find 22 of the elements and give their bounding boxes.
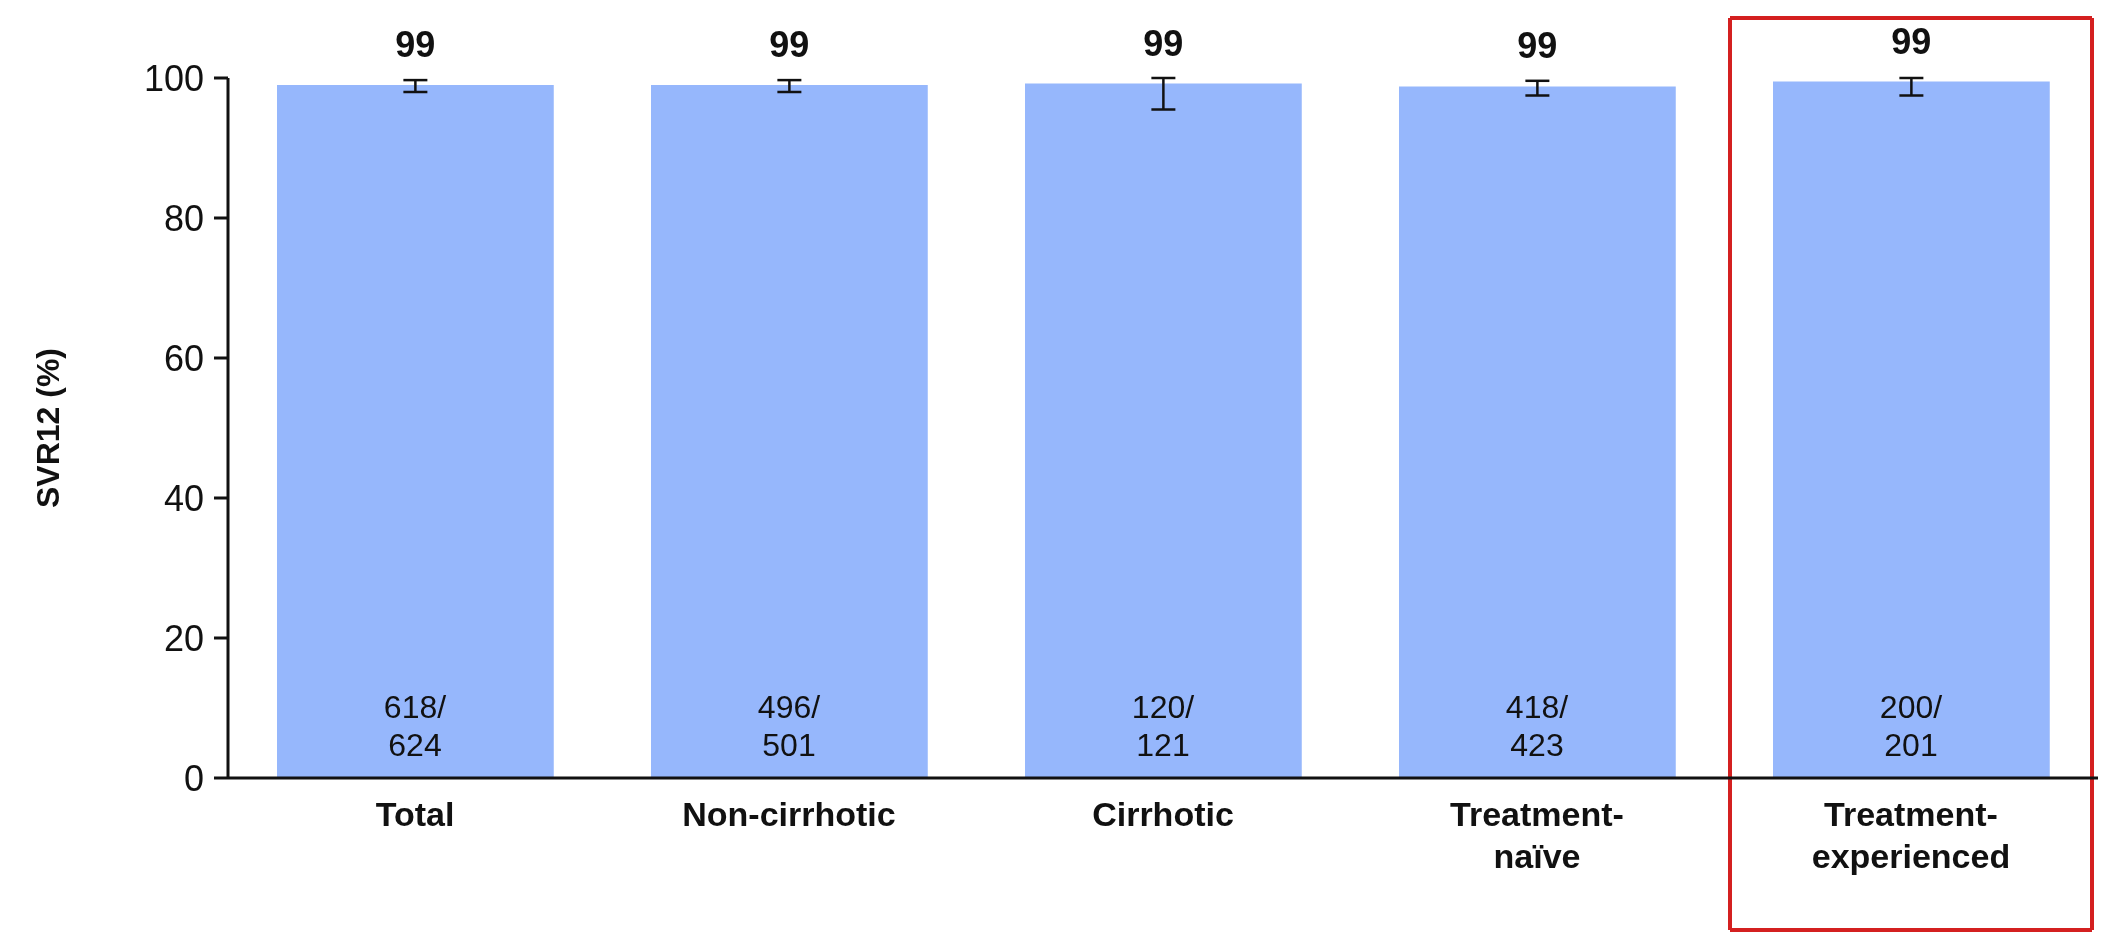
y-tick-label: 60 (163, 337, 204, 379)
y-tick-label: 0 (183, 757, 204, 799)
y-axis-title: SVR12 (%) (30, 347, 67, 509)
y-tick-label: 40 (163, 477, 204, 519)
y-tick-label: 80 (163, 197, 204, 239)
y-tick-label: 100 (143, 57, 204, 99)
x-tick-label: Cirrhotic (1092, 795, 1234, 833)
data-label: 99 (1143, 22, 1184, 64)
annotation: 120/ 121 (1131, 689, 1195, 763)
data-label: 99 (1891, 20, 1932, 62)
data-label: 99 (1517, 25, 1558, 67)
annotation: 418/ 423 (1505, 689, 1569, 763)
data-label: 99 (769, 24, 810, 65)
annotation: 200/ 201 (1879, 689, 1943, 763)
x-tick-label: Total (375, 795, 455, 833)
annotation: 496/ 501 (757, 689, 821, 763)
x-tick-label: Non-cirrhotic (682, 795, 896, 833)
x-tick-label: Treatment-naïve (1450, 795, 1624, 875)
x-tick-label: Treatment-experienced (1811, 795, 2011, 875)
data-label: 99 (395, 24, 436, 65)
annotation: 618/ 624 (383, 689, 447, 763)
y-tick-label: 20 (163, 617, 204, 659)
